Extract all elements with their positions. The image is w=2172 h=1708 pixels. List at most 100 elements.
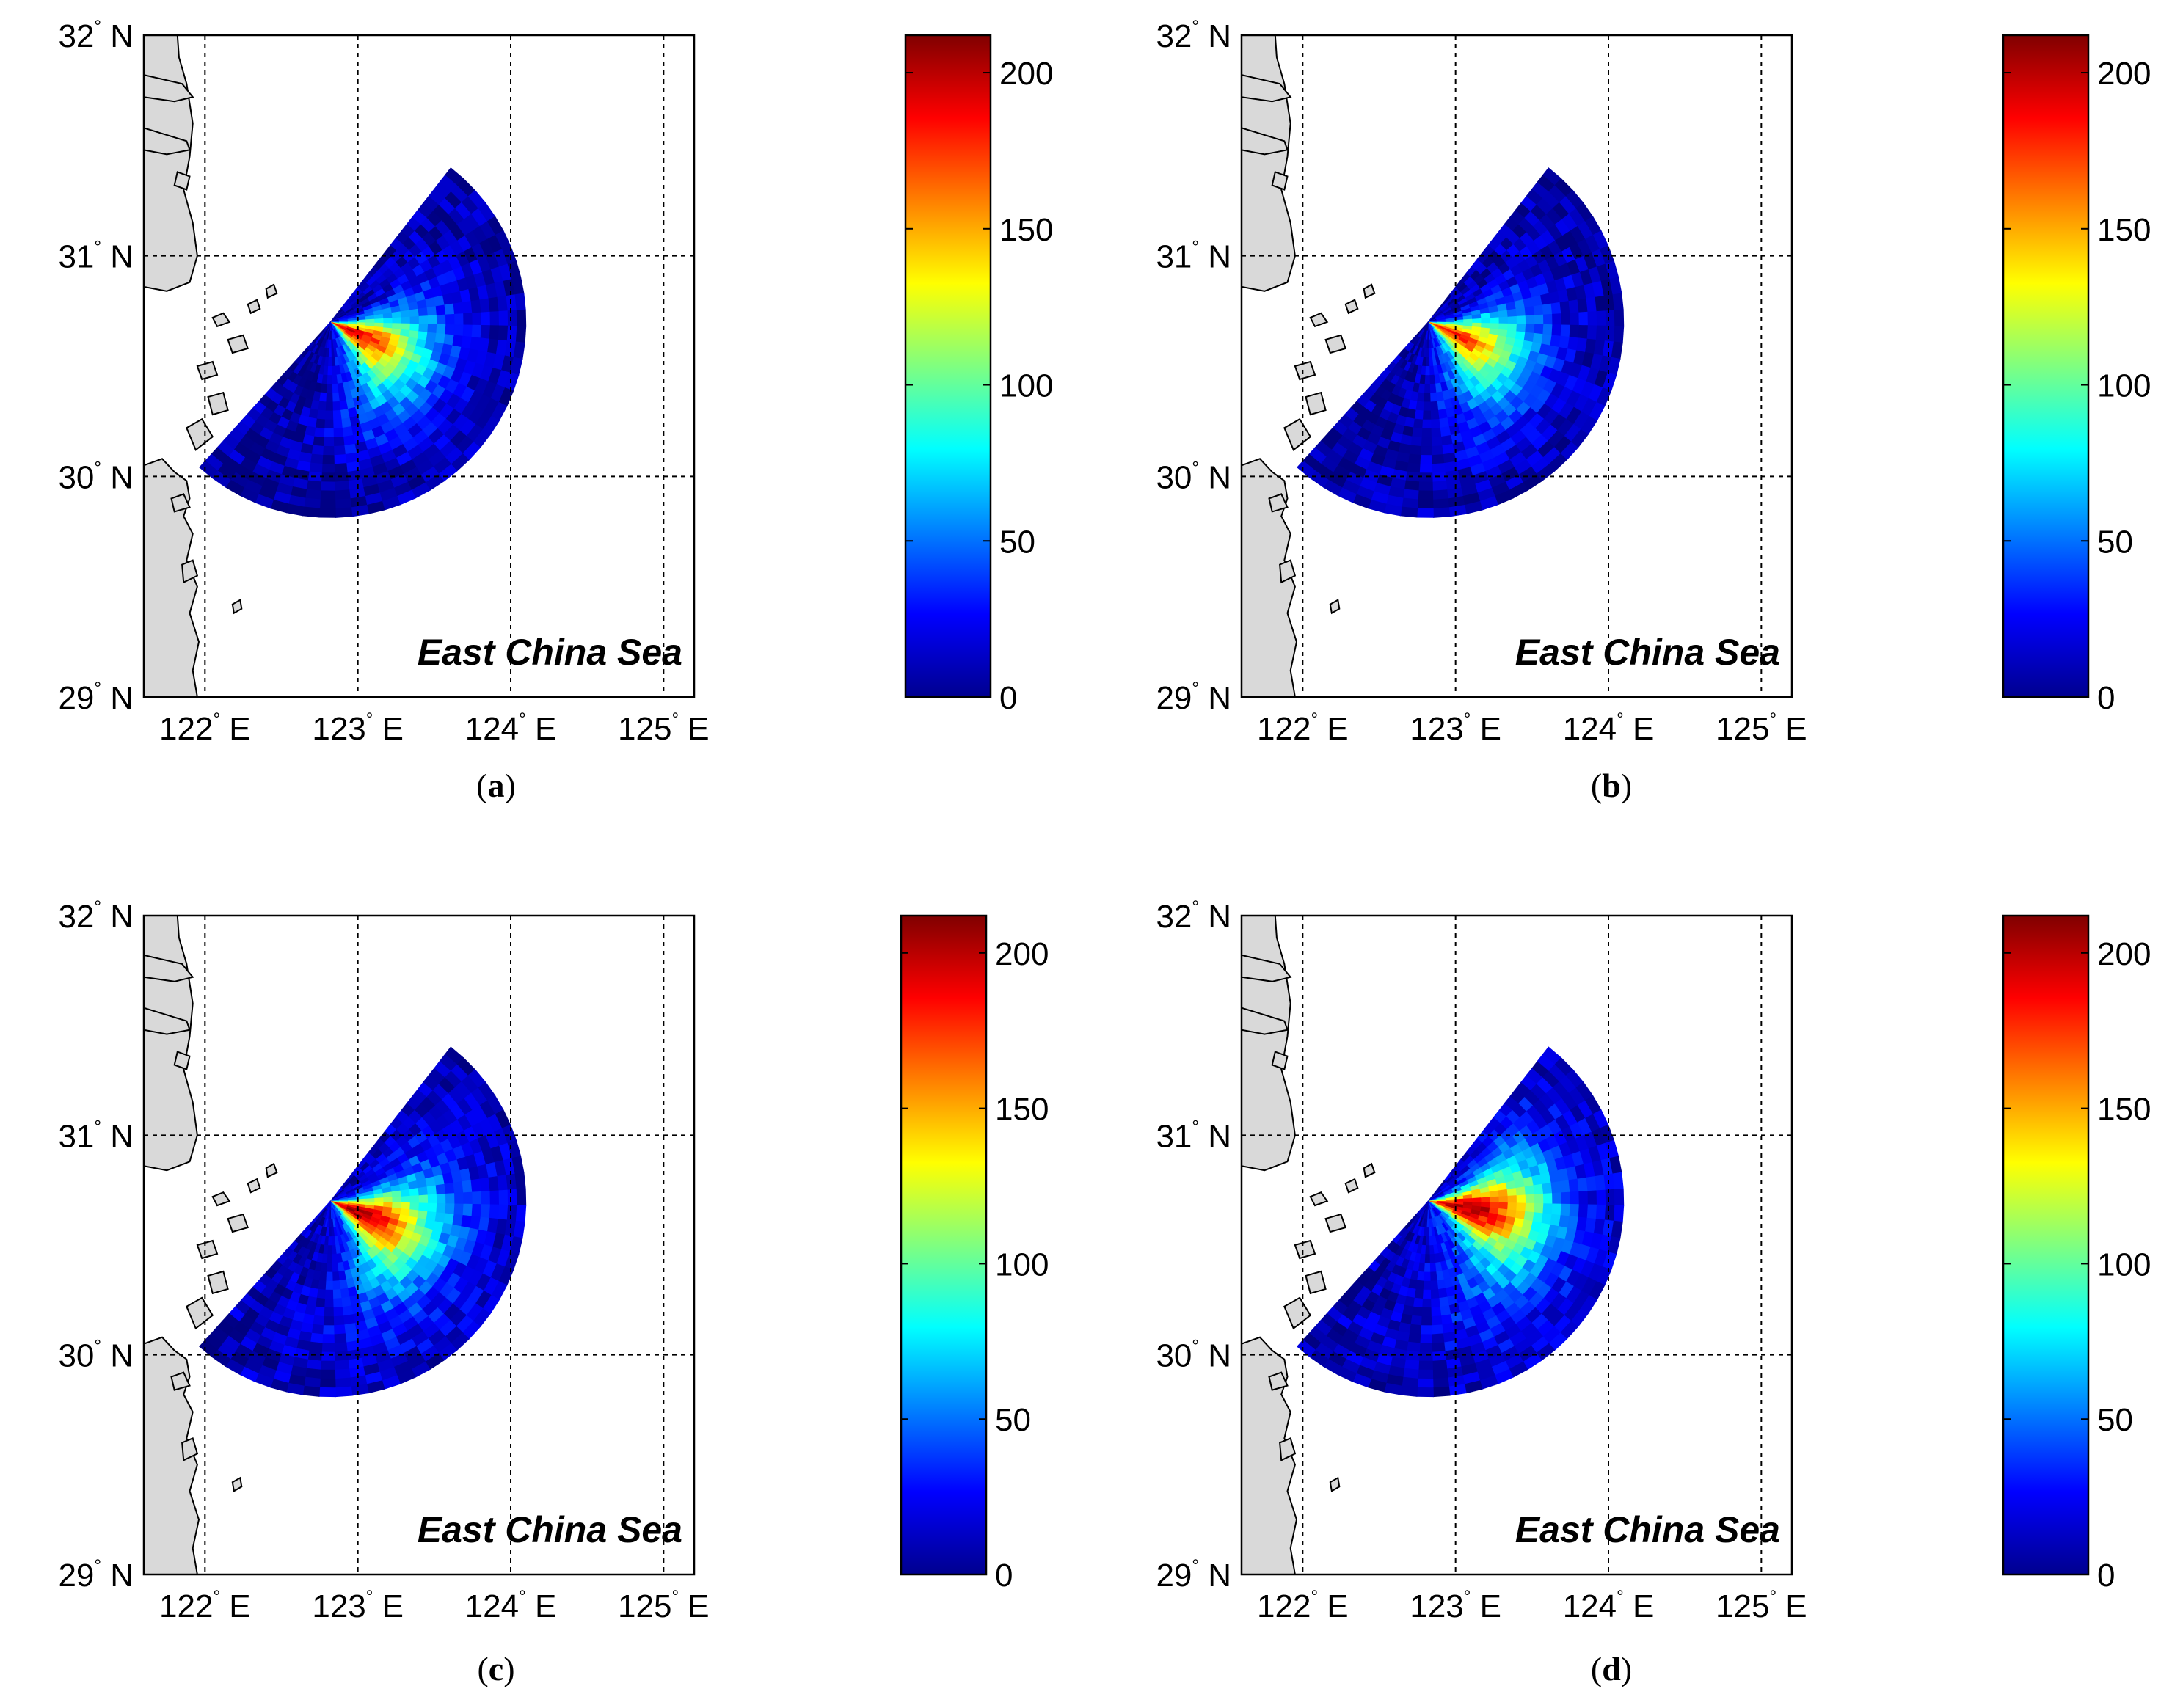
y-tick-label: 32° N: [58, 17, 134, 54]
heatmap-cell: [391, 1190, 402, 1198]
heatmap-cell: [331, 365, 337, 376]
heatmap-cell: [1432, 1386, 1451, 1398]
heatmap-cell: [306, 480, 322, 492]
heatmap-cell: [1421, 1316, 1432, 1326]
heatmap-cell: [313, 427, 325, 438]
island-outline: [1329, 599, 1341, 615]
heatmap-cell: [1525, 315, 1536, 325]
heatmap-cell: [1410, 1315, 1422, 1326]
x-tick-label: 123° E: [312, 1587, 404, 1624]
island-outline: [1268, 493, 1289, 513]
heatmap-cell: [1420, 1325, 1432, 1335]
island-outline: [1309, 1191, 1329, 1207]
heatmap-cell: [306, 1359, 322, 1371]
colorbar-tick-label: 0: [999, 680, 1017, 716]
island-outline: [247, 299, 261, 315]
heatmap-cell: [1534, 1193, 1545, 1205]
heatmap-cell: [365, 1197, 376, 1202]
heatmap-cell: [322, 1325, 335, 1335]
heatmap-cell: [1611, 1220, 1623, 1239]
heatmap-cell: [1436, 400, 1446, 411]
colorbar-tick-label: 150: [2097, 212, 2151, 248]
heatmap-cell: [340, 1296, 352, 1308]
heatmap-cell: [1417, 490, 1434, 500]
radar-heatmap: [199, 1046, 527, 1398]
island-outline: [1271, 1051, 1289, 1070]
heatmap-cell: [427, 1194, 438, 1204]
heatmap-cell: [333, 1315, 345, 1326]
island-outline: [1324, 334, 1346, 354]
heatmap-cell: [1432, 498, 1450, 509]
heatmap-cell: [1419, 454, 1432, 465]
island-outline: [144, 127, 191, 156]
panel-caption: (b): [1591, 767, 1632, 804]
heatmap-cell: [1402, 489, 1419, 500]
plot-area: [144, 916, 527, 1574]
colorbar: [2002, 34, 2090, 698]
heatmap-cell: [374, 318, 385, 324]
heatmap-cell: [1432, 1351, 1447, 1362]
heatmap-cell: [1515, 307, 1526, 317]
heatmap-cell: [1604, 1205, 1616, 1222]
heatmap-cell: [333, 445, 346, 456]
heatmap-cell: [1431, 1333, 1445, 1344]
heatmap-cell: [1515, 1186, 1526, 1197]
heatmap-cell: [1506, 308, 1517, 318]
heatmap-cell: [334, 463, 348, 474]
heatmap-cell: [313, 1306, 325, 1317]
colorbar-tick-label: 0: [2097, 1558, 2115, 1594]
island-outline: [247, 1178, 261, 1194]
island-outline: [207, 391, 229, 416]
heatmap-cell: [1404, 480, 1420, 492]
heatmap-cell: [1613, 326, 1625, 343]
heatmap-cell: [1559, 1180, 1571, 1194]
heatmap-cell: [321, 1351, 335, 1362]
heatmap-cell: [324, 1289, 334, 1299]
heatmap-cell: [333, 1333, 347, 1344]
heatmap-cell: [516, 309, 527, 327]
heatmap-cell: [332, 401, 341, 412]
heatmap-cell: [199, 460, 218, 478]
heatmap-cell: [436, 1193, 447, 1205]
heatmap-cell: [488, 296, 500, 313]
heatmap-cell: [1429, 1236, 1434, 1247]
heatmap-cell: [1489, 1190, 1500, 1198]
heatmap-cell: [1490, 317, 1500, 324]
panel-caption: (c): [477, 1650, 514, 1687]
heatmap-cell: [1438, 1296, 1450, 1308]
island-outline: [144, 1007, 191, 1035]
heatmap-cell: [1516, 1194, 1526, 1204]
heatmap-cell: [1614, 309, 1625, 327]
heatmap-cell: [1438, 417, 1450, 428]
heatmap-cell: [318, 508, 336, 518]
heatmap-cell: [1587, 1190, 1597, 1205]
heatmap-cell: [332, 418, 343, 429]
heatmap-cell: [332, 1289, 342, 1299]
heatmap-cell: [1533, 304, 1544, 316]
heatmap-cell: [326, 1254, 332, 1264]
heatmap-cell: [1424, 384, 1431, 394]
island-outline: [186, 1296, 214, 1330]
heatmap-cell: [462, 324, 473, 337]
y-tick-label: 32° N: [58, 897, 134, 935]
heatmap-cell: [1437, 409, 1448, 420]
heatmap-cell: [479, 298, 491, 313]
heatmap-cell: [331, 1253, 338, 1264]
sea-annotation: East China Sea: [1515, 1509, 1780, 1550]
heatmap-cell: [340, 409, 350, 420]
y-tick-label: 31° N: [1156, 1117, 1231, 1154]
heatmap-cell: [489, 311, 500, 326]
heatmap-cell: [331, 1236, 336, 1247]
heatmap-cell: [332, 1298, 343, 1308]
heatmap-cell: [1570, 1191, 1580, 1205]
heatmap-cell: [409, 1195, 420, 1204]
heatmap-cell: [427, 324, 438, 334]
heatmap-cell: [1430, 1289, 1440, 1299]
heatmap-cell: [1605, 310, 1616, 326]
heatmap-cell: [312, 436, 324, 447]
heatmap-cell: [462, 301, 473, 314]
island-outline: [173, 1051, 191, 1070]
heatmap-cell: [1568, 1178, 1580, 1193]
heatmap-cell: [320, 481, 335, 492]
y-tick-label: 29° N: [1156, 1556, 1231, 1594]
